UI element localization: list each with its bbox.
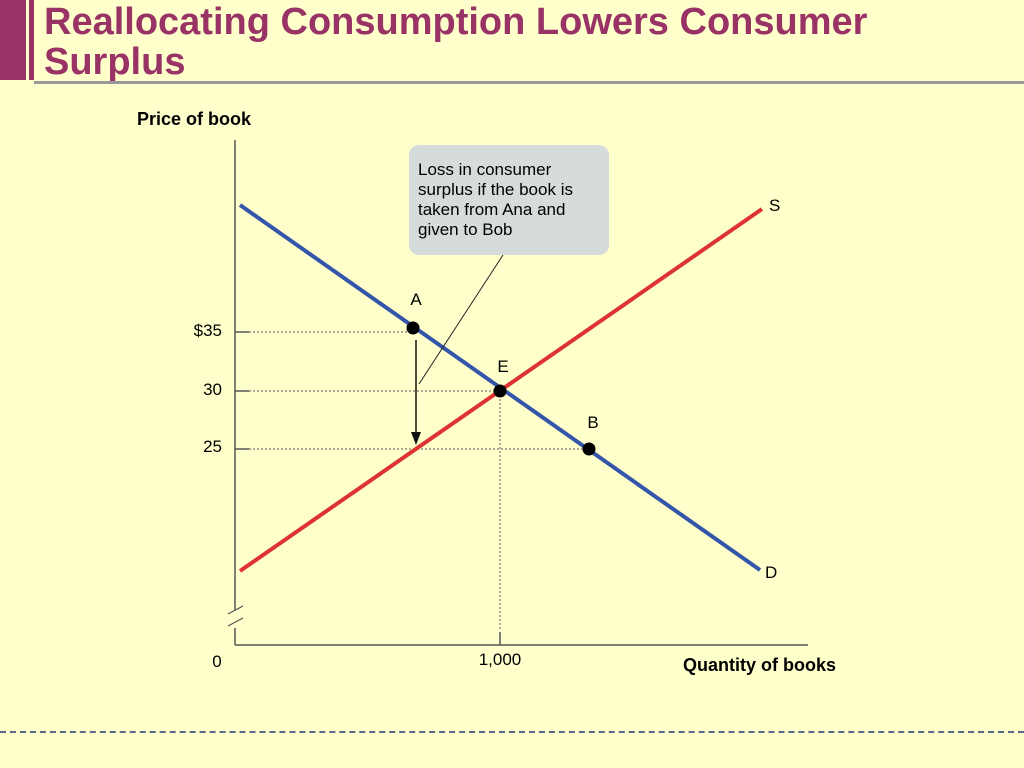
footer-dashed-rule [0, 731, 1024, 733]
title-accent-bar [0, 0, 26, 80]
demand-label: D [765, 563, 777, 582]
y-tick-label: 25 [203, 437, 222, 456]
axis-break-mark [227, 617, 244, 627]
y-tick-label: 30 [203, 380, 222, 399]
loss-arrow-head [411, 432, 421, 445]
annotation-callout: Loss in consumer surplus if the book is … [409, 145, 609, 255]
callout-pointer [418, 254, 504, 385]
y-axis-label: Price of book [137, 109, 252, 129]
point-b-label: B [587, 413, 598, 432]
x-axis-label: Quantity of books [683, 655, 836, 675]
point-e [493, 384, 507, 398]
point-e-label: E [497, 357, 508, 376]
supply-label: S [769, 196, 780, 215]
title-accent-stripe [29, 0, 34, 80]
point-b [582, 442, 596, 456]
point-a [406, 321, 420, 335]
title-divider [34, 81, 1024, 84]
x-tick-label: 1,000 [479, 650, 522, 669]
point-a-label: A [410, 290, 422, 309]
slide-title: Reallocating Consumption Lowers Consumer… [44, 1, 868, 83]
axis-break-mark [227, 605, 244, 615]
y-tick-label: $35 [194, 321, 222, 340]
x-tick-label-origin: 0 [212, 652, 221, 671]
